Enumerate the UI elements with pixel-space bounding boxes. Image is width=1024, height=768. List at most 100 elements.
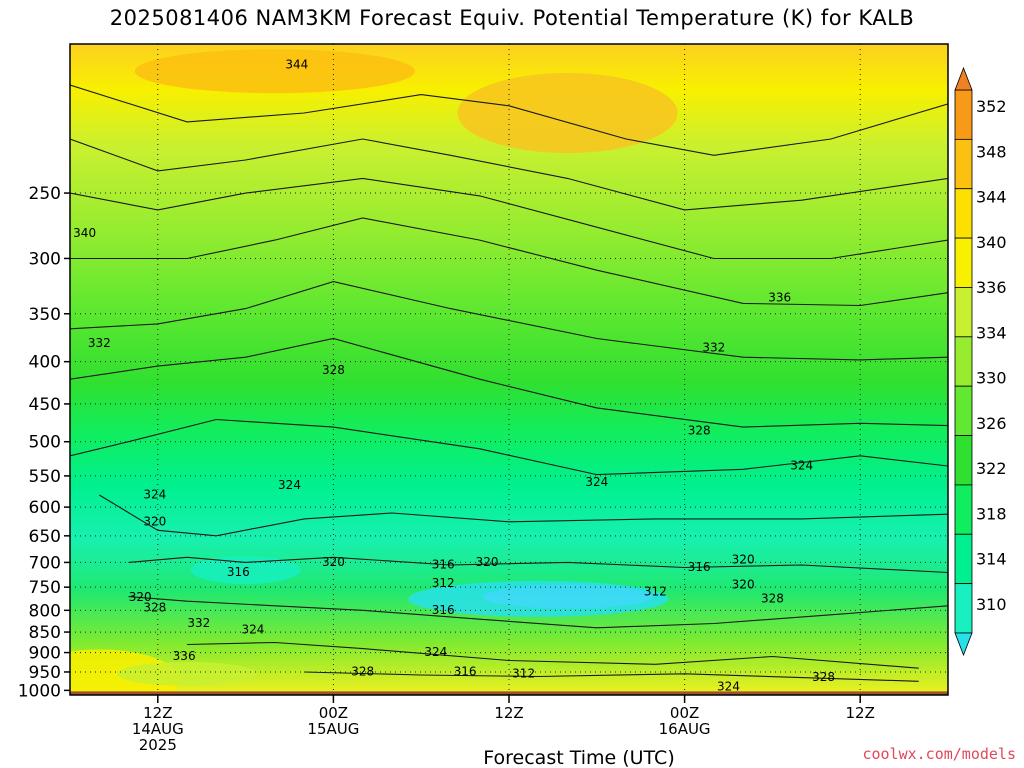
colorbar-label: 340 [976,233,1007,252]
credit-text: coolwx.com/models [862,745,1016,763]
y-tick-label: 600 [29,498,61,518]
contour-label: 324 [278,478,301,492]
contour-label: 336 [173,649,196,663]
contour-label: 328 [322,363,345,377]
colorbar-label: 334 [976,323,1007,342]
contour-label: 332 [187,616,210,630]
colorbar-box [954,188,973,239]
colorbar-box [954,336,973,387]
contour-line [128,556,948,574]
warm-upper-region [134,49,415,94]
warm-surface-region [117,661,258,686]
contour-label: 332 [88,336,111,350]
colorbar-label: 344 [976,188,1007,207]
contour-label: 328 [143,601,166,615]
contour-label: 328 [812,670,835,684]
colorbar-box [954,138,973,190]
contour-label: 324 [790,458,813,472]
y-tick-label: 800 [29,601,61,621]
colorbar-box [954,533,973,585]
y-tick-label: 300 [29,249,61,269]
y-tick-label: 700 [29,553,61,573]
x-tick-label: 15AUG [307,720,359,738]
contour-line [128,596,948,629]
cold-pocket [190,556,301,585]
contour-label: 328 [351,664,374,678]
colorbar-label: 330 [976,369,1007,388]
contour-label: 324 [717,679,740,693]
contour-label: 324 [424,645,447,659]
contour-label: 324 [585,475,608,489]
colorbar-label: 348 [976,142,1007,161]
y-tick-label: 750 [29,578,61,598]
colorbar-box [954,89,973,140]
contour-label: 312 [644,584,667,598]
x-tick-label: 00Z [319,704,348,722]
contour-line [70,84,948,156]
chart-title: 2025081406 NAM3KM Forecast Equiv. Potent… [109,6,915,30]
contour-label: 320 [476,555,499,569]
x-tick-label: 14AUG [132,720,184,738]
x-axis-label: Forecast Time (UTC) [483,747,674,768]
colorbar-max-arrow [954,66,973,91]
colorbar-box [954,583,973,634]
x-tick-label: 12Z [143,704,172,722]
y-tick-label: 350 [29,305,61,325]
colorbar-box [954,287,973,338]
colorbar-label: 310 [976,595,1007,614]
contour-label: 344 [285,58,308,72]
colorbar-label: 314 [976,550,1007,569]
contour-line [70,337,948,428]
contour-label: 320 [129,590,152,604]
x-tick-label: 12Z [846,704,875,722]
colorbar-label: 322 [976,459,1007,478]
y-tick-label: 500 [29,433,61,453]
contour-line [70,177,948,260]
colorbar-box [954,385,973,436]
contour-line [70,281,948,361]
contour-label: 312 [432,576,455,590]
x-tick-label: 16AUG [659,720,711,738]
contour-label: 332 [702,340,725,354]
contour-label: 316 [432,603,455,617]
y-tick-label: 400 [29,353,61,373]
ground [70,691,948,695]
contour-label: 324 [241,622,264,636]
y-tick-label: 850 [29,623,61,643]
contour-label: 320 [732,552,755,566]
contour-line [304,671,919,682]
colorbar-box [954,484,973,535]
contour-label: 340 [73,226,96,240]
contour-label: 316 [454,664,477,678]
contour-label: 320 [143,514,166,528]
contour-label: 340 [446,32,469,46]
colorbar-box [954,435,973,486]
y-tick-label: 450 [29,395,61,415]
warm-upper-region [457,73,678,154]
contour-label: 316 [227,565,250,579]
contour-line [70,217,948,307]
contour-line [99,494,948,537]
contour-label: 324 [143,487,166,501]
y-tick-label: 1000 [18,681,61,701]
contour-label: 328 [761,591,784,605]
contour-label: 312 [512,666,535,680]
contour-label: 328 [688,423,711,437]
cold-pocket [482,584,653,609]
y-tick-label: 950 [29,663,61,683]
colorbar-box [954,237,973,288]
colorbar-label: 318 [976,504,1007,523]
y-tick-label: 250 [29,184,61,204]
colorbar-label: 352 [976,97,1007,116]
contour-line [70,138,948,211]
x-tick-label: 2025 [139,736,177,754]
contour-label: 316 [688,560,711,574]
contour-label: 320 [732,577,755,591]
y-tick-label: 650 [29,527,61,547]
contour-label: 336 [768,291,791,305]
x-tick-label: 00Z [670,704,699,722]
colorbar-label: 326 [976,414,1007,433]
contour-label: 316 [432,557,455,571]
